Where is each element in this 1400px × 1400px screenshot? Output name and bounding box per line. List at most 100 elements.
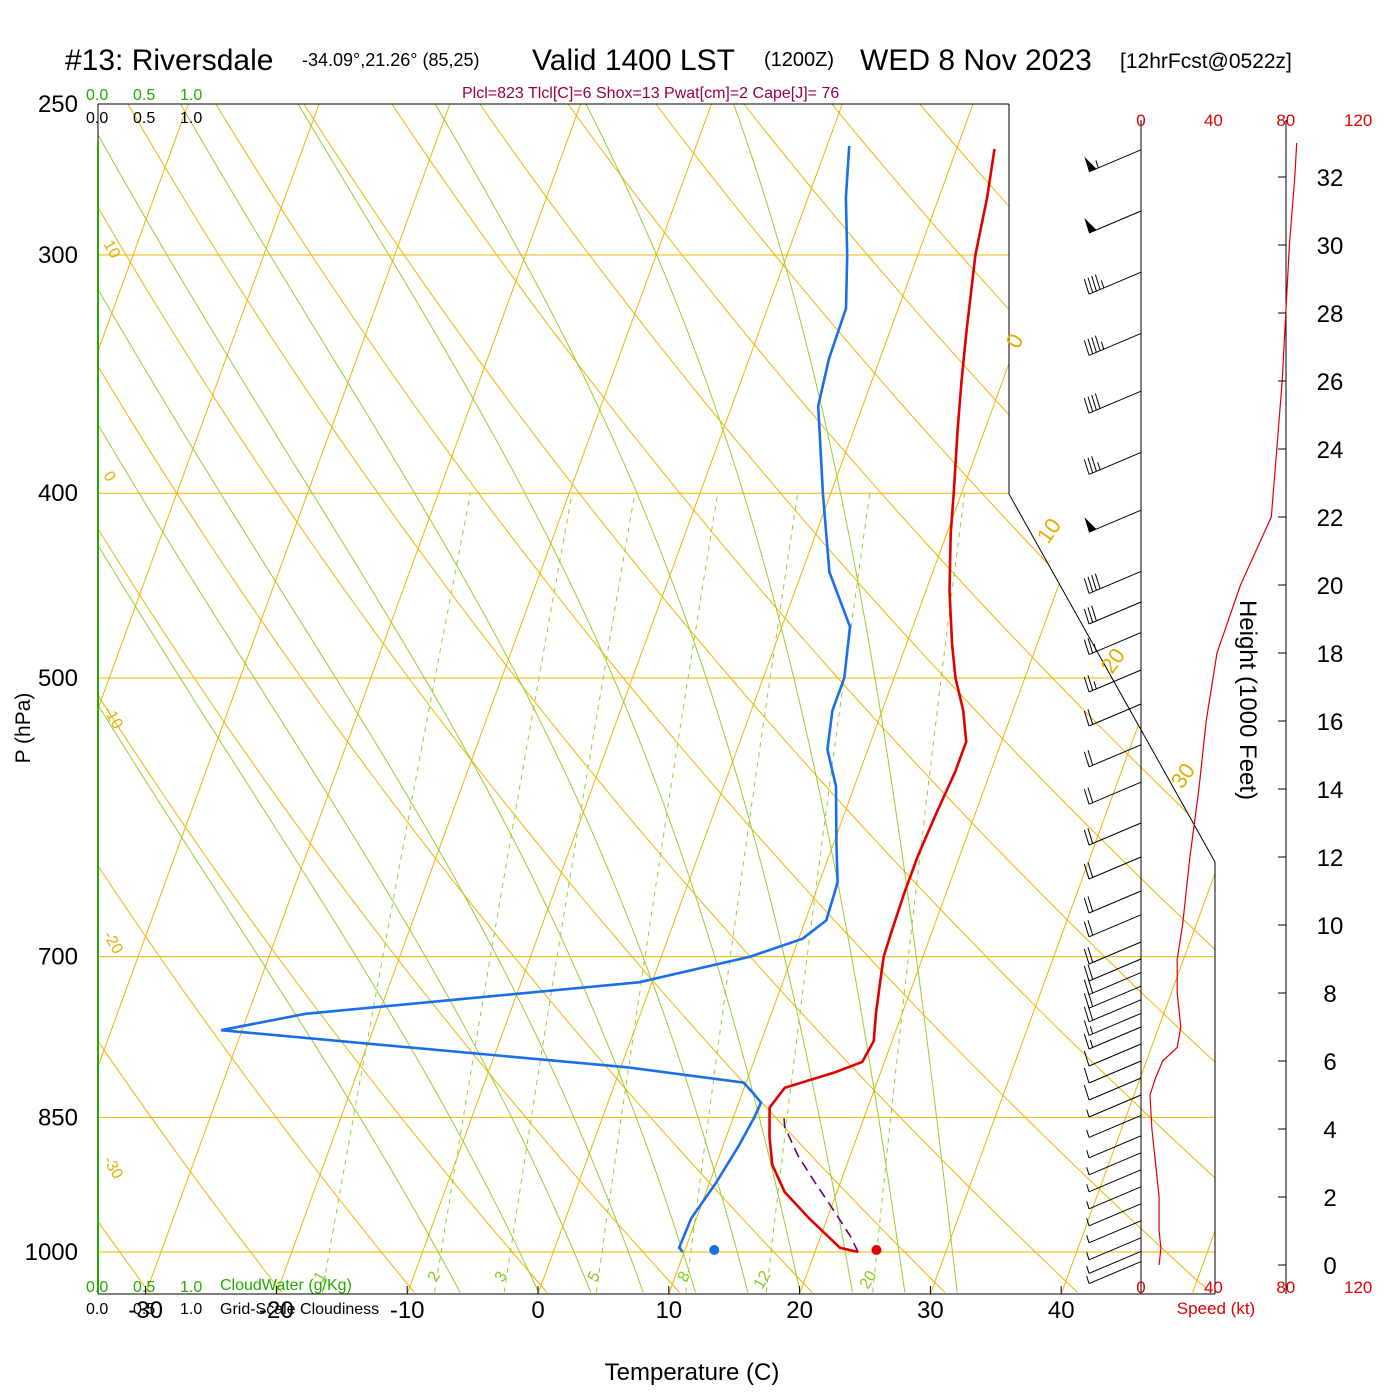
- isotherm-line: [98, 104, 189, 353]
- height-tick-label: 14: [1317, 777, 1344, 804]
- dry-adiabat-line: [303, 104, 1215, 1179]
- wind-barb-half-feather: [1086, 1201, 1090, 1209]
- height-tick-label: 0: [1323, 1253, 1336, 1280]
- surface-dewpoint-marker: [709, 1245, 720, 1255]
- wind-barb-feather: [1091, 575, 1097, 591]
- mixing-ratio-line: [503, 493, 636, 1293]
- mixing-ratio-label: 8: [675, 1269, 694, 1285]
- wind-barb-feather: [1083, 578, 1090, 594]
- cloudwater-label: CloudWater (g/Kg): [220, 1277, 352, 1294]
- dry-adiabat-line: [98, 1040, 283, 1293]
- cloudiness-label: Grid-Scale Cloudiness: [220, 1301, 379, 1318]
- isotherm-line: [145, 104, 582, 1293]
- wind-barb-staff: [1088, 1152, 1142, 1176]
- wind-barb-staff: [1088, 914, 1142, 938]
- wind-barb-feather: [1083, 459, 1090, 475]
- height-tick-label: 20: [1317, 573, 1344, 600]
- dry-adiabat-line: [98, 206, 946, 1293]
- wind-barb-half-feather: [1100, 280, 1105, 289]
- wind-barb-staff: [1088, 1060, 1142, 1084]
- dry-adiabat-label: -20: [100, 929, 126, 958]
- dry-adiabat-label: 10: [100, 238, 124, 262]
- wind-barb-pennant: [1084, 217, 1097, 233]
- cloudwater-scale-bottom-1: 0.5: [133, 1279, 155, 1296]
- parcel-profile-line: [782, 1112, 859, 1253]
- cloudwater-scale-top-2: 1.0: [180, 87, 202, 104]
- zulu-time: (1200Z): [764, 49, 834, 71]
- wind-barb: [1086, 1237, 1142, 1261]
- dry-adiabat-line: [567, 104, 1215, 841]
- cloudiness-scale-bottom-1: 0.5: [133, 1301, 155, 1318]
- wind-barb-half-feather: [1086, 1218, 1090, 1226]
- plot-frame-right: [1008, 104, 1216, 1294]
- wind-barb-staff: [1088, 149, 1142, 173]
- cloudwater-scale-top-1: 0.5: [133, 87, 155, 104]
- isotherm-line: [276, 104, 712, 1293]
- height-tick-label: 2: [1323, 1185, 1336, 1212]
- wind-barb-feather: [1087, 1005, 1094, 1021]
- wind-barb-feather: [1083, 863, 1090, 880]
- wind-barb-staff: [1088, 1012, 1142, 1036]
- mixing-ratio-line: [872, 493, 966, 1293]
- y-tick-label: 500: [38, 665, 78, 692]
- moist-adiabat-line: [98, 133, 696, 1293]
- wind-barb-staff: [1088, 703, 1142, 727]
- wind-barb: [1086, 1114, 1142, 1138]
- wind-barb: [1083, 1060, 1142, 1084]
- speed-tick-bottom: 40: [1204, 1278, 1223, 1297]
- mixing-ratio-label: 20: [857, 1268, 881, 1292]
- cloudwater-scale-bottom-2: 1.0: [180, 1279, 202, 1296]
- wind-barb: [1083, 271, 1142, 295]
- wind-barb-feather: [1091, 275, 1097, 292]
- wind-barb: [1083, 601, 1142, 625]
- wind-barb-feather: [1083, 789, 1090, 805]
- wind-barb-staff: [1088, 601, 1142, 625]
- wind-barb: [1086, 1261, 1142, 1285]
- wind-barb-feather: [1087, 977, 1094, 994]
- height-tick-label: 12: [1317, 845, 1344, 872]
- wind-barb-half-feather: [1086, 1109, 1090, 1118]
- wind-barb-feather: [1094, 393, 1101, 409]
- x-tick-label: 40: [1048, 1297, 1075, 1324]
- dry-adiabat-line: [127, 104, 1078, 1293]
- moist-adiabat-line: [98, 423, 592, 1293]
- x-tick-label: -20: [259, 1297, 294, 1324]
- wind-barb-feather: [1087, 750, 1094, 766]
- wind-barb-feather: [1083, 639, 1090, 655]
- speed-ticks: 0 40 80 1200 40 80 120: [1136, 111, 1372, 1297]
- wind-barb-half-feather: [1089, 1039, 1094, 1048]
- moist-adiabat-line: [98, 288, 644, 1293]
- wind-barb-feather: [1087, 828, 1094, 844]
- wind-barb-feather: [1083, 608, 1090, 625]
- wind-barb-staff: [1088, 669, 1142, 693]
- mixing-ratio-label: 5: [585, 1269, 604, 1285]
- wind-barb: [1086, 1152, 1142, 1176]
- wind-barb: [1083, 1043, 1142, 1067]
- dry-adiabat-line: [98, 527, 680, 1293]
- wind-barb-staff: [1088, 1186, 1142, 1210]
- wind-barb: [1086, 1186, 1142, 1210]
- mixing-ratio-line: [765, 493, 871, 1293]
- moist-adiabat-line: [585, 104, 906, 1293]
- wind-barb-staff: [1088, 890, 1142, 914]
- y-axis-label: P (hPa): [12, 693, 35, 764]
- dewpoint-profile-line: [220, 145, 852, 1253]
- wind-barb-feather: [1083, 829, 1090, 846]
- speed-axis-label: Speed (kt): [1177, 1299, 1255, 1318]
- moist-adiabat-line: [297, 104, 801, 1293]
- wind-barb-feather: [1087, 576, 1094, 592]
- wind-barb-staff: [1088, 1261, 1142, 1285]
- wind-barb: [1083, 1026, 1142, 1050]
- dry-adiabat-line: [391, 104, 1215, 1063]
- cloudwater-scale-top-0: 0.0: [86, 87, 108, 104]
- wind-speed-line: [1149, 142, 1298, 1266]
- wind-barb: [1083, 914, 1142, 938]
- wind-barb: [1083, 985, 1142, 1009]
- stability-indices: Plcl=823 Tlcl[C]=6 Shox=13 Pwat[cm]=2 Ca…: [462, 85, 839, 102]
- wind-barb: [1083, 669, 1142, 693]
- wind-barb-feather: [1083, 921, 1090, 937]
- x-tick-label: -30: [128, 1297, 163, 1324]
- wind-barb-staff: [1088, 1220, 1142, 1244]
- wind-barb-half-feather: [1086, 1129, 1090, 1138]
- wind-barb-half-feather: [1086, 1275, 1090, 1284]
